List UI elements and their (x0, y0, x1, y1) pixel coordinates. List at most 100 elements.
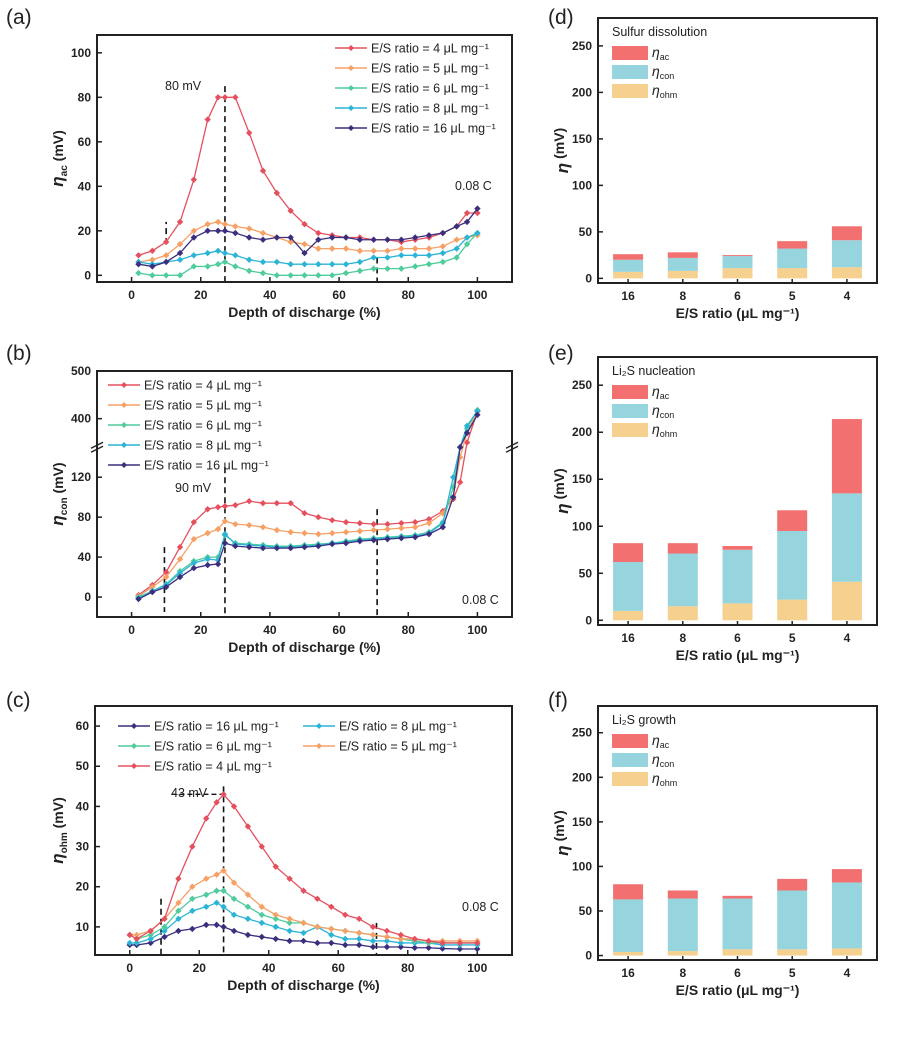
data-point (213, 871, 220, 878)
x-tick-label: 80 (402, 623, 416, 637)
bar-segment-ohm (722, 949, 753, 956)
panel-d: (d) 0 50 100 150 200 250 η (mV) E/S ratio (μL mg… (548, 6, 878, 321)
legend-subscript: ohm (660, 90, 678, 100)
annotation: 0.08 C (462, 900, 499, 914)
data-point (425, 260, 433, 268)
data-point (398, 236, 405, 243)
bar-segment-con (722, 898, 753, 950)
y-tick-label: 50 (579, 566, 593, 580)
data-point (287, 499, 294, 507)
data-point (176, 240, 184, 248)
data-point (273, 234, 281, 241)
data-point (287, 207, 294, 214)
data-point (411, 935, 418, 943)
legend-swatch (612, 404, 648, 418)
y-tick-label: 50 (76, 759, 90, 773)
y-axis-label: η (mV) (551, 810, 572, 855)
x-axis-label: Depth of discharge (%) (228, 639, 380, 655)
data-point (214, 94, 222, 101)
legend-label: E/S ratio = 16 μL mg⁻¹ (371, 122, 496, 136)
data-point (370, 247, 377, 255)
data-point (411, 263, 419, 270)
legend-label: ηohm (652, 82, 677, 100)
panel-label: (a) (6, 6, 32, 29)
data-point (328, 903, 335, 911)
data-point (272, 923, 279, 931)
data-point (315, 260, 322, 268)
data-point (203, 921, 210, 929)
data-point (384, 525, 391, 533)
data-point (370, 526, 377, 534)
data-point (214, 560, 222, 568)
data-point (230, 911, 238, 919)
data-point (149, 247, 156, 255)
y-tick-label: 20 (78, 224, 92, 238)
data-point (370, 236, 377, 243)
data-point (384, 265, 391, 272)
data-point (355, 929, 363, 937)
data-point (474, 407, 481, 415)
data-point (342, 245, 350, 252)
y-label-symbol: η (48, 515, 67, 525)
data-point (370, 536, 377, 544)
y-tick-label: 40 (78, 550, 92, 564)
bar-segment-con (667, 898, 698, 952)
data-point (214, 227, 222, 235)
data-point (463, 429, 471, 437)
data-point (149, 263, 156, 270)
legend-label: E/S ratio = 4 μL mg⁻¹ (154, 760, 272, 774)
data-point (398, 534, 405, 542)
y-label-symbol: η (48, 853, 67, 863)
y-tick-label: 0 (585, 271, 592, 285)
data-point (342, 539, 350, 547)
data-point (398, 265, 405, 272)
legend-label: E/S ratio = 4 μL mg⁻¹ (371, 42, 489, 56)
data-point (383, 937, 391, 945)
data-point (147, 935, 154, 943)
data-point (190, 564, 198, 572)
x-tick-label: 5 (789, 289, 796, 303)
data-point (189, 925, 196, 933)
x-tick-label: 100 (467, 288, 487, 302)
legend-label: E/S ratio = 8 μL mg⁻¹ (339, 720, 457, 734)
data-point (411, 533, 419, 541)
data-point (162, 238, 170, 246)
bar-segment-ohm (613, 271, 644, 279)
data-point (411, 523, 419, 531)
data-point (190, 559, 198, 567)
x-tick-label: 16 (621, 631, 635, 645)
data-point (220, 791, 227, 798)
data-point (328, 540, 336, 548)
plot-frame (94, 705, 513, 956)
data-point (176, 555, 184, 563)
data-point (161, 923, 168, 931)
legend-marker (316, 743, 322, 749)
data-point (383, 943, 391, 951)
data-point (162, 272, 170, 279)
data-point (203, 891, 210, 898)
bar-segment-ohm (777, 268, 808, 279)
y-tick-label: 80 (78, 90, 92, 104)
legend-swatch (612, 423, 648, 437)
legend-swatch (612, 65, 648, 79)
y-tick-label: 20 (76, 880, 90, 894)
plot-frame (96, 34, 513, 283)
legend-label: ηohm (652, 421, 677, 439)
x-tick-label: 40 (263, 623, 277, 637)
y-label-symbol: η (553, 845, 572, 855)
legend-label: ηac (652, 44, 670, 62)
x-tick-label: 6 (734, 631, 741, 645)
data-point (220, 923, 227, 931)
data-point (161, 927, 168, 935)
data-point (244, 903, 252, 911)
data-point (411, 245, 419, 252)
x-tick-label: 100 (467, 961, 487, 975)
data-point (258, 919, 265, 927)
x-tick-label: 40 (263, 288, 277, 302)
data-point (221, 258, 229, 266)
data-point (286, 927, 293, 935)
legend-swatch (612, 772, 648, 786)
legend-subscript: ohm (660, 778, 678, 788)
data-point (175, 907, 182, 915)
